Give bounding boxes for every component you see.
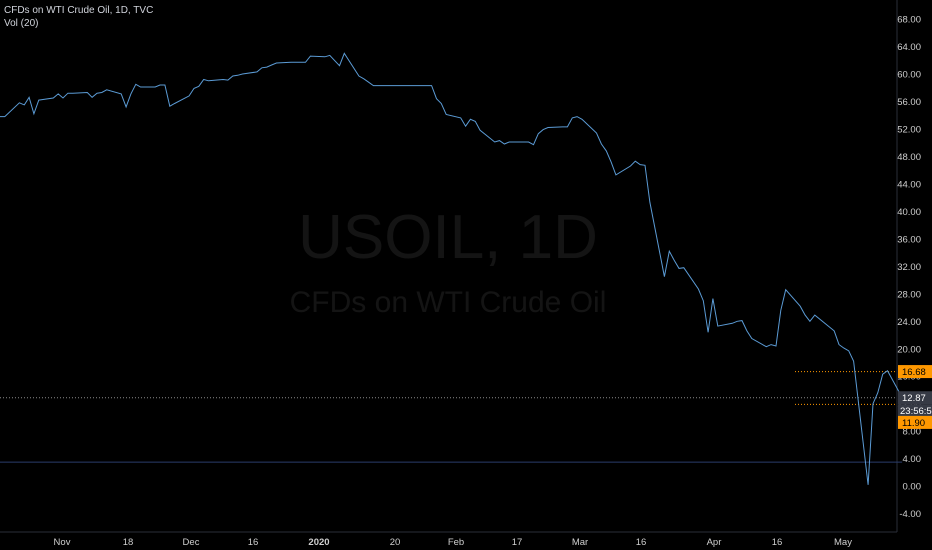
low-price-label: 11.90 — [902, 418, 925, 429]
price-axis-tick: 0.00 — [903, 482, 922, 493]
time-axis-tick: Mar — [572, 537, 588, 548]
price-axis-tick: -4.00 — [899, 509, 921, 520]
time-axis-tick: 20 — [390, 537, 401, 548]
high-price-tag: 16.68 — [898, 365, 932, 379]
price-axis-tick: 60.00 — [897, 69, 921, 80]
time-axis-tick: 18 — [123, 537, 134, 548]
price-axis-tick: 48.00 — [897, 152, 921, 163]
price-axis-tick: 68.00 — [897, 15, 921, 26]
time-axis-tick: Apr — [707, 537, 722, 548]
price-axis-tick: 20.00 — [897, 344, 921, 355]
price-axis-tick: 8.00 — [903, 427, 922, 438]
time-axis-tick: Nov — [54, 537, 71, 548]
price-axis-tick: 28.00 — [897, 289, 921, 300]
price-axis-tick: 32.00 — [897, 262, 921, 273]
price-series-line[interactable] — [0, 52, 903, 485]
high-price-label: 16.68 — [902, 367, 926, 378]
chart-legend: CFDs on WTI Crude Oil, 1D, TVC Vol (20) — [4, 4, 153, 30]
low-price-tag: 11.90 — [898, 415, 932, 429]
time-axis-tick: Dec — [183, 537, 200, 548]
price-axis-tick: 36.00 — [897, 234, 921, 245]
volume-indicator-label[interactable]: Vol (20) — [4, 18, 39, 29]
price-axis-tick: 64.00 — [897, 42, 921, 53]
time-axis-tick: 16 — [636, 537, 647, 548]
watermark-symbol: USOIL, 1D — [298, 203, 598, 272]
price-axis-tick: 24.00 — [897, 317, 921, 328]
last-price-tag: 12.87 23:56:55 — [898, 391, 932, 418]
last-price-label: 12.87 — [902, 393, 926, 404]
time-axis-tick: 16 — [248, 537, 259, 548]
price-axis-tick: 44.00 — [897, 179, 921, 190]
price-axis-tick: 4.00 — [903, 454, 922, 465]
time-axis-tick: 16 — [772, 537, 783, 548]
price-axis-tick: 40.00 — [897, 207, 921, 218]
price-axis-tick: 52.00 — [897, 124, 921, 135]
countdown-label: 23:56:55 — [900, 406, 932, 417]
symbol-title[interactable]: CFDs on WTI Crude Oil, 1D, TVC — [4, 5, 154, 16]
time-axis-tick: 17 — [512, 537, 523, 548]
time-axis[interactable]: Nov 18 Dec 16 2020 20 Feb 17 Mar 16 Apr 16 May — [54, 537, 853, 548]
time-axis-tick: May — [834, 537, 852, 548]
time-axis-tick: 2020 — [308, 537, 329, 548]
watermark-description: CFDs on WTI Crude Oil — [290, 286, 607, 319]
price-axis-tick: 56.00 — [897, 97, 921, 108]
time-axis-tick: Feb — [448, 537, 464, 548]
